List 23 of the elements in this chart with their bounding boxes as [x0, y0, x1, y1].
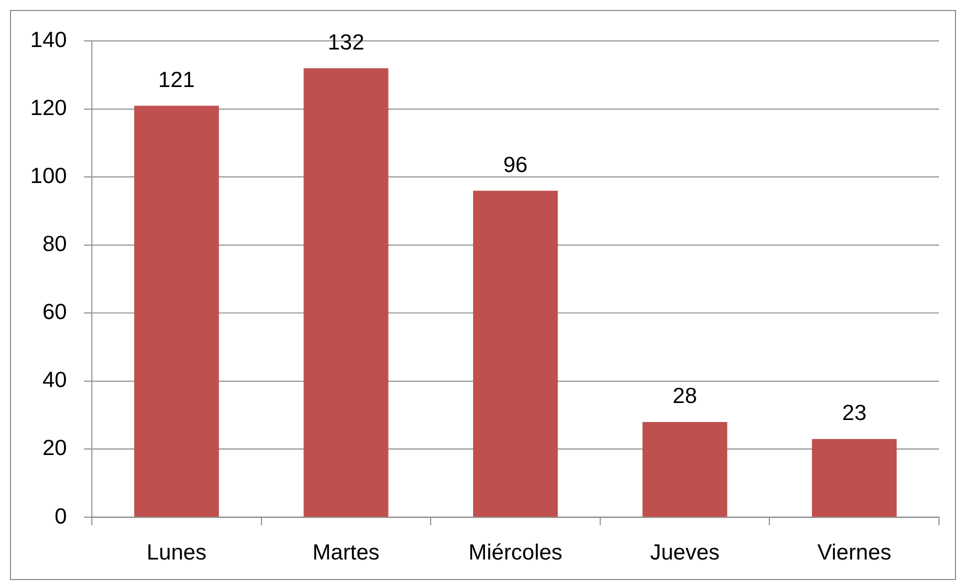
x-tick-label: Martes: [312, 539, 380, 564]
y-tick-label: 40: [42, 367, 67, 392]
y-tick-label: 60: [42, 299, 67, 324]
y-tick-label: 20: [42, 435, 67, 460]
y-tick-label: 100: [30, 163, 67, 188]
y-tick-label: 120: [30, 95, 67, 120]
x-tick-label: Viernes: [817, 539, 892, 564]
bar: [473, 190, 558, 517]
bar: [642, 422, 728, 517]
x-tick-label: Jueves: [650, 539, 720, 564]
data-label: 28: [672, 383, 698, 408]
y-tick-label: 140: [30, 27, 67, 52]
data-label: 121: [158, 66, 195, 92]
bar: [304, 68, 388, 517]
data-label: 132: [328, 29, 364, 54]
y-tick-label: 80: [42, 231, 67, 256]
data-label: 23: [842, 400, 867, 426]
bar: [812, 438, 897, 517]
bar: [134, 106, 219, 517]
x-tick-label: Miércoles: [468, 539, 562, 564]
x-tick-label: Lunes: [146, 539, 206, 564]
y-tick-label: 0: [54, 503, 67, 528]
data-label: 96: [503, 152, 528, 177]
